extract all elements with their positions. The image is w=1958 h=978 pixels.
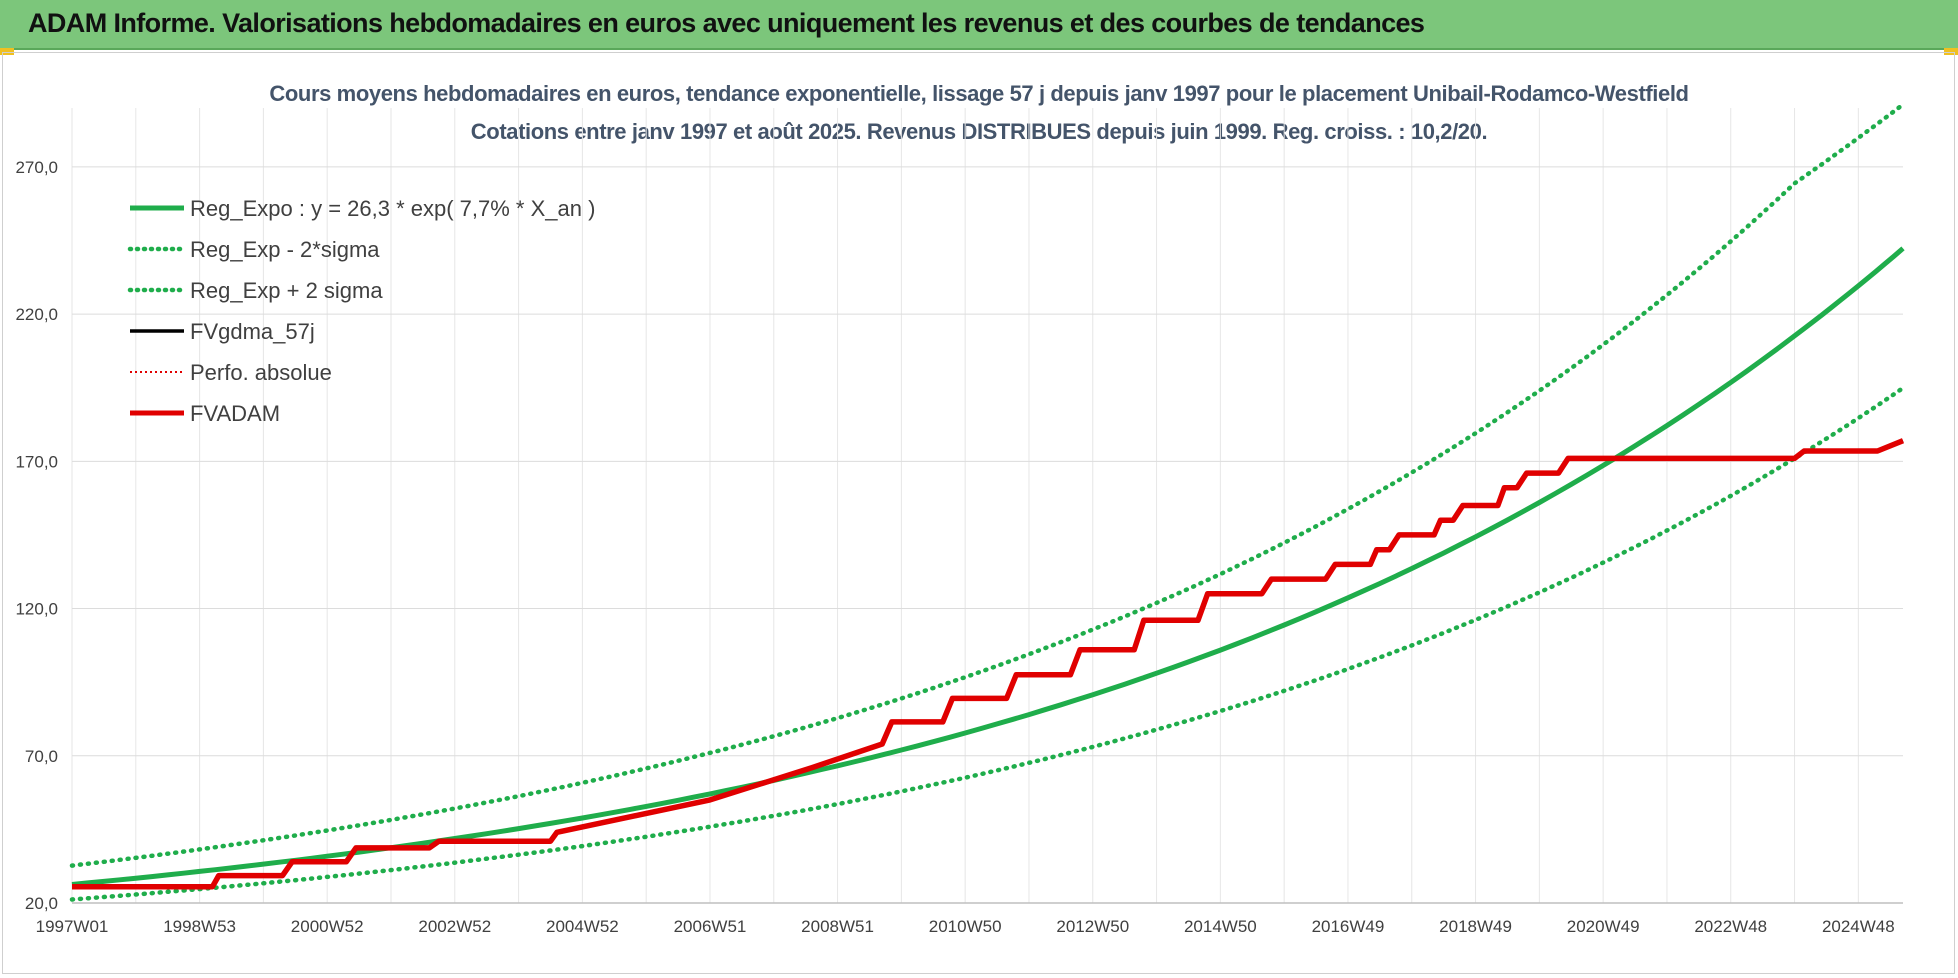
report-title: ADAM Informe. Valorisations hebdomadaire…: [28, 8, 1425, 38]
legend-label: FVgdma_57j: [190, 319, 315, 344]
axis-labels: 20,0 70,0 120,0 170,0 220,0 270,0 1997W01 1998W…: [15, 158, 1894, 936]
x-tick-label: 2000W52: [291, 917, 364, 936]
x-tick-label: 2014W50: [1184, 917, 1257, 936]
x-tick-label: 2010W50: [929, 917, 1002, 936]
series-line-4: [72, 439, 1904, 888]
legend-label: Reg_Exp - 2*sigma: [190, 237, 380, 262]
legend: Reg_Expo : y = 26,3 * exp( 7,7% * X_an )…: [127, 196, 595, 426]
report-banner: ADAM Informe. Valorisations hebdomadaire…: [0, 0, 1958, 50]
x-tick-label: 2006W51: [674, 917, 747, 936]
grid-lines: [71, 108, 1903, 904]
series-line-3: [72, 439, 1904, 889]
chart-subtitle: Cotations entre janv 1997 et août 2025. …: [470, 119, 1488, 144]
x-tick-label: 2004W52: [546, 917, 619, 936]
series-line-0: [71, 246, 1905, 887]
y-tick-label: 120,0: [15, 600, 58, 619]
x-tick-label: 2020W49: [1567, 917, 1640, 936]
y-tick-label: 70,0: [25, 747, 58, 766]
x-tick-label: 2018W49: [1439, 917, 1512, 936]
series-line-2: [69, 102, 1906, 868]
legend-label: Reg_Expo : y = 26,3 * exp( 7,7% * X_an ): [190, 196, 595, 221]
series-line-1: [69, 385, 1906, 902]
x-tick-label: 2008W51: [801, 917, 874, 936]
legend-label: Perfo. absolue: [190, 360, 332, 385]
x-tick-label: 2024W48: [1822, 917, 1895, 936]
chart-frame: [2, 52, 1955, 974]
x-tick-label: 1997W01: [36, 917, 109, 936]
corner-marker-top-left: [0, 48, 14, 55]
series-line-5: [72, 438, 1905, 890]
x-tick-label: 2022W48: [1694, 917, 1767, 936]
legend-label: FVADAM: [190, 401, 280, 426]
corner-marker-top-right: [1944, 48, 1958, 55]
x-tick-label: 2016W49: [1312, 917, 1385, 936]
series-layer: [69, 102, 1906, 902]
y-tick-label: 270,0: [15, 158, 58, 177]
x-tick-label: 2002W52: [418, 917, 491, 936]
chart-title: Cours moyens hebdomadaires en euros, ten…: [269, 81, 1689, 106]
y-tick-label: 170,0: [15, 452, 58, 471]
x-tick-label: 1998W53: [163, 917, 236, 936]
x-tick-label: 2012W50: [1056, 917, 1129, 936]
y-tick-label: 220,0: [15, 305, 58, 324]
y-tick-label: 20,0: [25, 894, 58, 913]
legend-label: Reg_Exp + 2 sigma: [190, 278, 383, 303]
